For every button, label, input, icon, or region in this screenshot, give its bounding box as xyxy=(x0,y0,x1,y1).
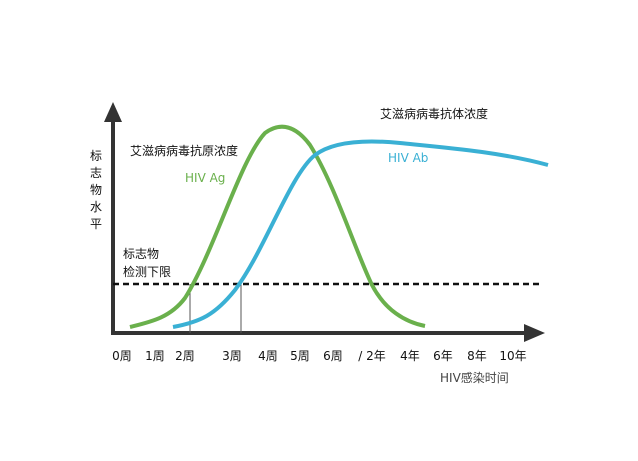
antibody-label-cn: 艾滋病病毒抗体浓度 xyxy=(380,106,488,121)
x-arrow xyxy=(524,324,545,342)
x-label: 4周 xyxy=(258,349,278,363)
x-label: 4年 xyxy=(400,349,420,363)
y-arrow xyxy=(104,102,122,122)
y-label-char: 水 xyxy=(90,200,102,214)
antigen-curve xyxy=(129,124,426,329)
antigen-label-en: HIV Ag xyxy=(185,171,225,185)
x-label: / 2年 xyxy=(358,349,386,363)
y-label-char: 物 xyxy=(90,183,102,197)
x-axis-label: HIV感染时间 xyxy=(440,370,509,385)
x-label: 6周 xyxy=(323,349,343,363)
y-label-char: 标 xyxy=(90,149,102,163)
y-label-char: 志 xyxy=(90,166,102,180)
x-label: 2周 xyxy=(175,349,195,363)
x-label: 8年 xyxy=(467,349,487,363)
antibody-label-en: HIV Ab xyxy=(388,151,428,165)
x-label: 5周 xyxy=(290,349,310,363)
x-label: 0周 xyxy=(112,349,132,363)
detection-limit-label: 检测下限 xyxy=(123,264,171,279)
x-label: 6年 xyxy=(433,349,453,363)
y-label-char: 平 xyxy=(90,217,102,231)
antibody-curve xyxy=(172,139,549,329)
antigen-label-cn: 艾滋病病毒抗原浓度 xyxy=(130,143,238,158)
x-label: 1周 xyxy=(145,349,165,363)
y-axis-label: 标 志 物 水 平 xyxy=(90,149,102,231)
x-label: 3周 xyxy=(222,349,242,363)
detection-limit-label: 标志物 xyxy=(123,247,159,261)
x-label: 10年 xyxy=(499,349,526,363)
